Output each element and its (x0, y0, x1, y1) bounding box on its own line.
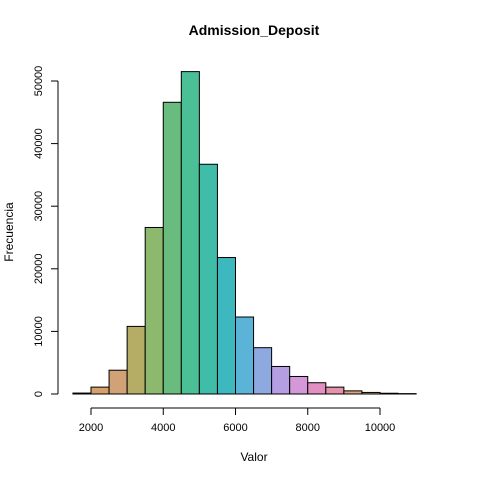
histogram-bar (126, 325, 146, 395)
x-tick-label: 10000 (365, 422, 396, 434)
histogram-bar (325, 386, 345, 395)
y-axis-label: Frecuencia (2, 202, 16, 262)
bars-group (72, 71, 417, 395)
x-tick-label: 6000 (223, 422, 247, 434)
histogram-bar (307, 382, 327, 395)
x-tick-label: 4000 (151, 422, 175, 434)
histogram-bar (361, 391, 381, 395)
x-axis-label: Valor (240, 450, 267, 464)
histogram-bar (379, 392, 399, 395)
histogram-bar (271, 365, 291, 395)
histogram-bar (108, 369, 128, 395)
histogram-bar (198, 163, 218, 395)
y-tick-label: 10000 (33, 316, 45, 347)
histogram-bar (216, 257, 236, 395)
chart-title: Admission_Deposit (189, 22, 320, 38)
y-tick-label: 20000 (33, 254, 45, 285)
y-axis-ticks: 0 10000 20000 30000 40000 50000 (33, 66, 58, 397)
y-tick-label: 40000 (33, 128, 45, 159)
histogram-bar (343, 390, 363, 395)
histogram-bar (235, 316, 255, 395)
histogram-bar (144, 226, 164, 395)
histogram-bar (72, 392, 92, 395)
histogram-bar (180, 71, 200, 395)
histogram-bar (289, 375, 309, 395)
y-tick-label: 0 (33, 391, 45, 397)
histogram-bar (90, 386, 110, 395)
histogram-bar (162, 101, 182, 395)
y-tick-label: 50000 (33, 66, 45, 97)
x-tick-label: 2000 (79, 422, 103, 434)
x-axis-ticks: 2000 4000 6000 8000 10000 (79, 408, 396, 434)
histogram-bar (253, 347, 273, 395)
x-tick-label: 8000 (296, 422, 320, 434)
y-tick-label: 30000 (33, 191, 45, 222)
